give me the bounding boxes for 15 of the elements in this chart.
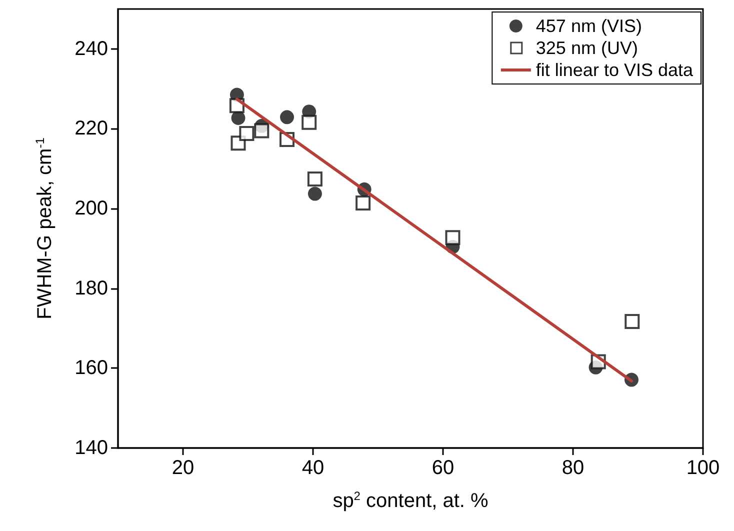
y-tick-label: 200 — [74, 198, 108, 220]
y-tick-label: 140 — [74, 437, 108, 459]
x-tick-label: 20 — [172, 457, 194, 479]
x-tick-label: 40 — [302, 457, 324, 479]
y-tick-label: 180 — [74, 277, 108, 300]
legend-label: 457 nm (VIS) — [536, 16, 642, 36]
x-tick-label: 100 — [686, 457, 720, 479]
y-axis-title: FWHM-G peak, cm-1 — [33, 137, 56, 320]
x-tick-label: 80 — [562, 457, 584, 479]
legend-label: 325 nm (UV) — [536, 38, 638, 58]
y-tick-label: 160 — [74, 357, 108, 380]
y-tick-label: 240 — [74, 38, 108, 60]
y-tick-label: 220 — [74, 118, 108, 140]
x-tick-label: 60 — [432, 457, 454, 479]
legend-label: fit linear to VIS data — [536, 60, 694, 80]
